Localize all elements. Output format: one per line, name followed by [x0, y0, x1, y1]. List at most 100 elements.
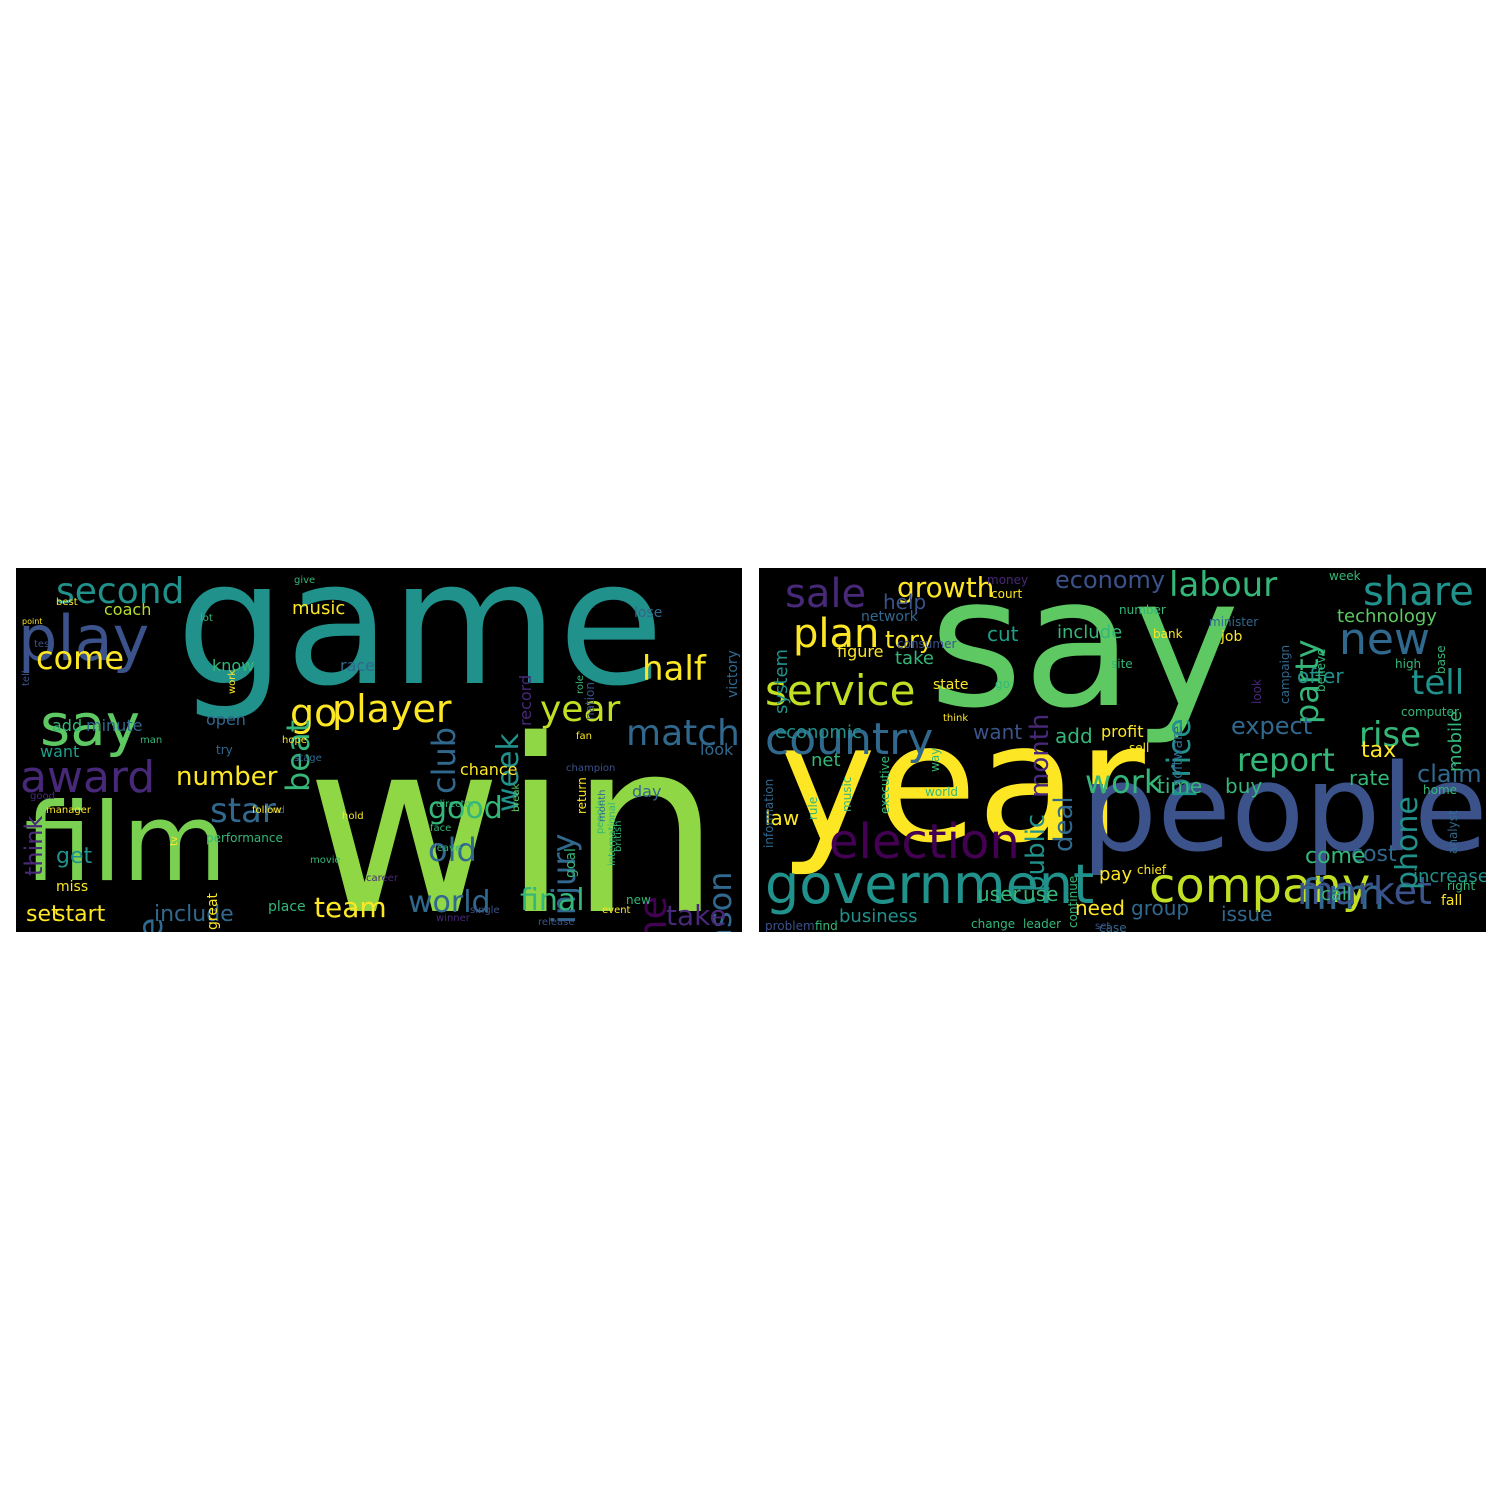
wordcloud-word: technology: [1337, 606, 1437, 627]
wordcloud-word: labour: [1169, 568, 1278, 605]
wordcloud-word: share: [1363, 569, 1474, 615]
wordcloud-word: tell: [21, 670, 32, 686]
wordcloud-word: career: [366, 873, 398, 884]
wordcloud-word: computer: [1401, 705, 1459, 719]
wordcloud-word: claim: [1417, 760, 1482, 788]
wordcloud-word: international: [607, 802, 618, 866]
wordcloud-word: right: [1447, 879, 1476, 893]
wordcloud-word: get: [56, 844, 93, 869]
wordcloud-word: lot: [200, 613, 213, 624]
wordcloud-word: man: [140, 735, 163, 746]
wordcloud-word: minister: [1209, 615, 1259, 629]
wordcloud-word: add: [52, 716, 83, 735]
wordcloud-word: leave: [434, 843, 462, 854]
wordcloud-word: plan: [793, 611, 880, 657]
wordcloud-word: cost: [1351, 842, 1397, 867]
wordcloud-word: number: [1119, 603, 1166, 617]
wordcloud-word: information: [762, 778, 776, 848]
wordcloud-word: record: [516, 674, 535, 726]
wordcloud-word: economic: [775, 722, 862, 743]
wordcloud-word: election: [829, 814, 1020, 870]
wordcloud-word: year: [779, 688, 1145, 879]
wordcloud-word: goal: [563, 848, 579, 878]
wordcloud-word: club: [425, 726, 463, 794]
wordcloud-word: company: [1149, 858, 1371, 914]
wordcloud-word: set: [1095, 921, 1111, 932]
wordcloud-panel-left: game win film play say award second come player y…: [16, 568, 742, 932]
wordcloud-word: add: [1055, 724, 1093, 748]
wordcloud-word: net: [811, 750, 841, 771]
wordcloud-word: increase: [1413, 866, 1486, 887]
wordcloud-word: include: [1057, 622, 1123, 643]
wordcloud-word: work: [227, 669, 238, 694]
wordcloud-word: place: [268, 899, 306, 915]
wordcloud-word: champion: [566, 763, 616, 774]
wordcloud-word: go: [290, 691, 338, 735]
wordcloud-word: growth: [897, 571, 995, 604]
wordcloud-word: good: [30, 791, 55, 802]
wordcloud-word: say: [929, 568, 1240, 748]
wordcloud-word: take: [895, 648, 934, 669]
wordcloud-word: continue: [1066, 875, 1080, 928]
wordcloud-word: mobile: [1445, 710, 1466, 772]
wordcloud-word: high: [1395, 657, 1422, 671]
wordcloud-word: win: [306, 688, 722, 932]
wordcloud-word: half: [642, 649, 706, 689]
wordcloud-word: change: [971, 917, 1016, 931]
wordcloud-word: second: [56, 571, 185, 612]
wordcloud-word: look: [1250, 679, 1264, 704]
wordcloud-word: sale: [785, 571, 867, 617]
wordcloud-word: director: [436, 799, 475, 810]
wordcloud-word: business: [839, 906, 918, 927]
wordcloud-word: go: [995, 677, 1010, 691]
wordcloud-word: start: [54, 902, 106, 927]
wordcloud-word: minute: [86, 716, 143, 735]
wordcloud-word: economy: [1055, 568, 1166, 594]
wordcloud-panel-right: say year people government election company fi…: [759, 568, 1486, 932]
wordcloud-word: match: [626, 713, 740, 754]
wordcloud-word: buy: [1225, 774, 1263, 798]
wordcloud-word: manager: [46, 805, 91, 816]
wordcloud-word: system: [771, 648, 792, 714]
wordcloud-word: offer: [1297, 664, 1344, 688]
wordcloud-word: look: [700, 740, 734, 759]
wordcloud-word: winner: [436, 913, 470, 924]
wordcloud-word: think: [943, 713, 969, 724]
wordcloud-word: release: [538, 917, 575, 928]
wordcloud-word: performance: [206, 831, 283, 845]
wordcloud-word: tax: [1361, 738, 1397, 763]
wordcloud-word: single: [470, 905, 500, 916]
wordcloud-word: test: [34, 639, 54, 650]
wordcloud-word: pay: [1099, 864, 1133, 885]
wordcloud-word: executive: [878, 755, 892, 814]
wordcloud-word: film: [24, 781, 228, 906]
wordcloud-word: award: [20, 752, 156, 803]
wordcloud-word: time: [1157, 774, 1203, 798]
wordcloud-word: help: [883, 590, 927, 614]
wordcloud-word: team: [314, 891, 387, 924]
wordcloud-word: service: [765, 666, 916, 715]
wordcloud-word: issue: [1221, 902, 1273, 926]
wordcloud-word: analyst: [1446, 810, 1460, 854]
wordcloud-word: rise: [1359, 715, 1422, 755]
wordcloud-word: rule: [806, 796, 820, 820]
wordcloud-word: bank: [1153, 627, 1183, 641]
wordcloud-word: believe: [1314, 648, 1328, 692]
wordcloud-word: player: [332, 687, 452, 731]
wordcloud-word: tv: [169, 836, 180, 846]
wordcloud-word: government: [765, 853, 1095, 916]
wordcloud-word: star: [210, 791, 276, 831]
wordcloud-word: try: [216, 743, 233, 757]
wordcloud-word: world: [925, 785, 959, 799]
wordcloud-word: new: [626, 893, 651, 907]
wordcloud-word: week: [1329, 569, 1361, 583]
wordcloud-word: figure: [837, 642, 884, 661]
wordcloud-word: good: [428, 791, 503, 826]
wordcloud-word: stage: [294, 753, 322, 764]
wordcloud-word: expect: [1231, 712, 1313, 740]
wordcloud-word: lose: [634, 605, 663, 621]
wordcloud-word: think: [20, 815, 48, 876]
wordcloud-word: sell: [1129, 741, 1150, 755]
wordcloud-word: job: [1221, 629, 1243, 645]
wordcloud-word: come: [1305, 844, 1366, 869]
